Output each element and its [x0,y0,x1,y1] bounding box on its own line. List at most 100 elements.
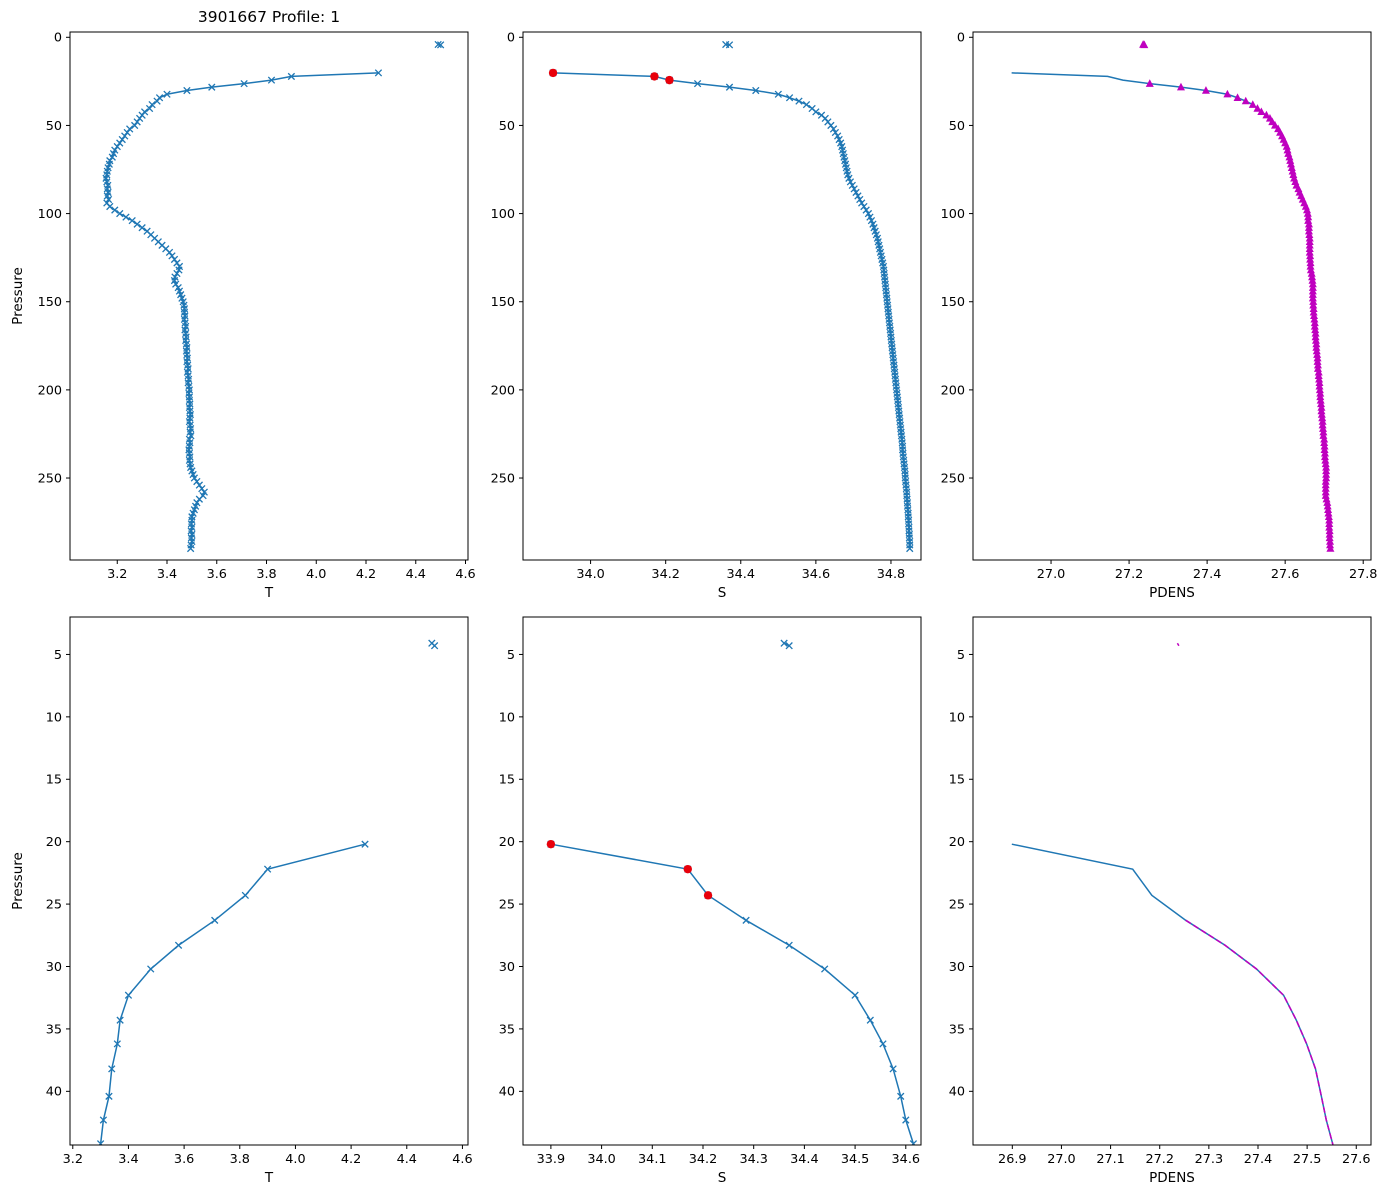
x-tick-label: 3.4 [157,567,177,582]
subplot-pdens-shallow-canvas: 26.9 27.0 27.1 27.2 27.3 27.4 27.5 27.6 5 10 15 20 2… [949,616,1372,1186]
x-tick-label: 27.3 [1195,1152,1224,1167]
x-tick-label: 27.0 [1037,567,1066,582]
ylabel-t-shallow: Pressure [10,852,26,910]
y-tick-label: 25 [46,897,62,912]
xlabel-t-deep: T [264,585,274,601]
xlabel-t-shallow: T [264,1170,274,1186]
axes-frame-pdens-shallow [972,616,1372,1146]
y-tick-label: 250 [38,471,62,486]
axes-frame-s-deep [522,31,922,561]
axes-frame-t-shallow [69,616,469,1146]
t-surface-outlier [428,639,439,650]
plot-area-pdens-deep [1011,40,1335,552]
subplot-s-deep-canvas: 34.0 34.2 34.4 34.6 34.8 0 50 100 150 200 250 S [491,31,922,601]
s-flagged-points [546,839,713,900]
x-tick-label: 4.4 [406,567,426,582]
x-tick-label: 4.6 [455,567,475,582]
y-tick-label: 35 [949,1022,965,1037]
y-tick-label: 15 [46,773,62,788]
y-tick-label: 150 [38,295,62,310]
y-tick-label: 10 [499,710,515,725]
t-surface-outlier [434,40,445,49]
y-tick-label: 40 [46,1085,62,1100]
plot-area-pdens-shallow [1011,642,1334,1145]
y-tick-label: 200 [941,383,965,398]
x-tick-label: 33.9 [537,1152,566,1167]
y-tick-label: 150 [941,295,965,310]
subplot-pdens-deep: 27.0 27.2 27.4 27.6 27.8 0 50 100 150 200 250 PDENS [941,31,1378,601]
xlabel-s-shallow: S [718,1170,727,1186]
x-tick-label: 34.8 [877,567,906,582]
subplot-pdens-shallow: 26.9 27.0 27.1 27.2 27.3 27.4 27.5 27.6 5 10 15 20 2… [949,616,1372,1186]
x-tick-label: 3.2 [63,1152,83,1167]
y-tick-label: 20 [949,835,965,850]
xlabel-pdens-shallow: PDENS [1149,1170,1195,1186]
x-tick-label: 27.0 [1047,1152,1076,1167]
x-tick-label: 3.4 [118,1152,138,1167]
t-profile-line [96,840,369,1145]
s-profile-line [549,69,914,553]
x-tick-label: 27.6 [1342,1152,1371,1167]
xlabel-pdens-deep: PDENS [1149,585,1195,601]
y-tick-label: 5 [54,648,62,663]
x-tick-label: 3.6 [207,567,227,582]
x-tick-label: 4.4 [397,1152,417,1167]
x-tick-label: 34.3 [739,1152,768,1167]
subplot-t-shallow: 3.2 3.4 3.6 3.8 4.0 4.2 4.4 4.6 5 10 15 20 25 30 35 40 T… [10,616,473,1186]
y-tick-label: 30 [499,960,515,975]
x-tick-label: 34.4 [727,567,756,582]
y-tick-label: 10 [949,710,965,725]
y-tick-label: 20 [46,835,62,850]
figure-title: 3901667 Profile: 1 [197,8,341,26]
y-tick-label: 30 [949,960,965,975]
y-tick-label: 10 [46,710,62,725]
y-tick-label: 200 [38,383,62,398]
y-tick-label: 0 [507,31,515,46]
x-tick-label: 34.5 [841,1152,870,1167]
x-tick-label: 26.9 [998,1152,1027,1167]
pdens-surface-outlier [1176,642,1180,647]
xlabel-s-deep: S [718,585,727,601]
subplot-t-shallow-canvas: 3.2 3.4 3.6 3.8 4.0 4.2 4.4 4.6 5 10 15 20 25 30 35 40 T… [10,616,473,1186]
y-tick-label: 0 [957,31,965,46]
axes-frame-pdens-deep [972,31,1372,561]
x-tick-label: 4.2 [341,1152,361,1167]
x-tick-label: 4.6 [452,1152,472,1167]
x-tick-label: 34.0 [587,1152,616,1167]
subplot-s-shallow-canvas: 33.9 34.0 34.1 34.2 34.3 34.4 34.5 34.6 5 10 15 20 2… [499,616,922,1186]
y-tick-label: 50 [46,119,62,134]
subplot-s-deep: 34.0 34.2 34.4 34.6 34.8 0 50 100 150 200 250 S [491,31,922,601]
x-tick-label: 34.0 [576,567,605,582]
pdens-adjusted-markers [1145,79,1335,552]
x-tick-label: 34.2 [651,567,680,582]
x-tick-label: 27.1 [1096,1152,1125,1167]
x-tick-label: 27.4 [1244,1152,1273,1167]
y-tick-label: 100 [491,207,515,222]
subplot-s-shallow: 33.9 34.0 34.1 34.2 34.3 34.4 34.5 34.6 5 10 15 20 2… [499,616,922,1186]
ylabel-t-deep: Pressure [10,267,26,325]
x-tick-label: 34.6 [802,567,831,582]
x-tick-label: 4.0 [306,567,326,582]
s-surface-outlier [780,639,793,650]
y-tick-label: 150 [491,295,515,310]
y-tick-label: 250 [491,471,515,486]
y-tick-label: 100 [38,207,62,222]
plot-area-t-shallow [96,639,439,1145]
y-tick-label: 40 [949,1085,965,1100]
y-tick-label: 35 [499,1022,515,1037]
t-profile-line [102,69,383,553]
s-flagged-points [548,68,674,85]
y-tick-label: 100 [941,207,965,222]
plot-area-t-deep [102,40,445,553]
x-tick-label: 34.1 [638,1152,667,1167]
y-tick-label: 25 [949,897,965,912]
x-tick-label: 3.2 [107,567,127,582]
y-tick-label: 50 [949,119,965,134]
y-tick-label: 250 [941,471,965,486]
x-tick-label: 3.8 [256,567,276,582]
x-tick-label: 34.4 [790,1152,819,1167]
x-tick-label: 27.5 [1293,1152,1322,1167]
x-tick-label: 27.4 [1193,567,1222,582]
s-surface-outlier [722,40,734,49]
